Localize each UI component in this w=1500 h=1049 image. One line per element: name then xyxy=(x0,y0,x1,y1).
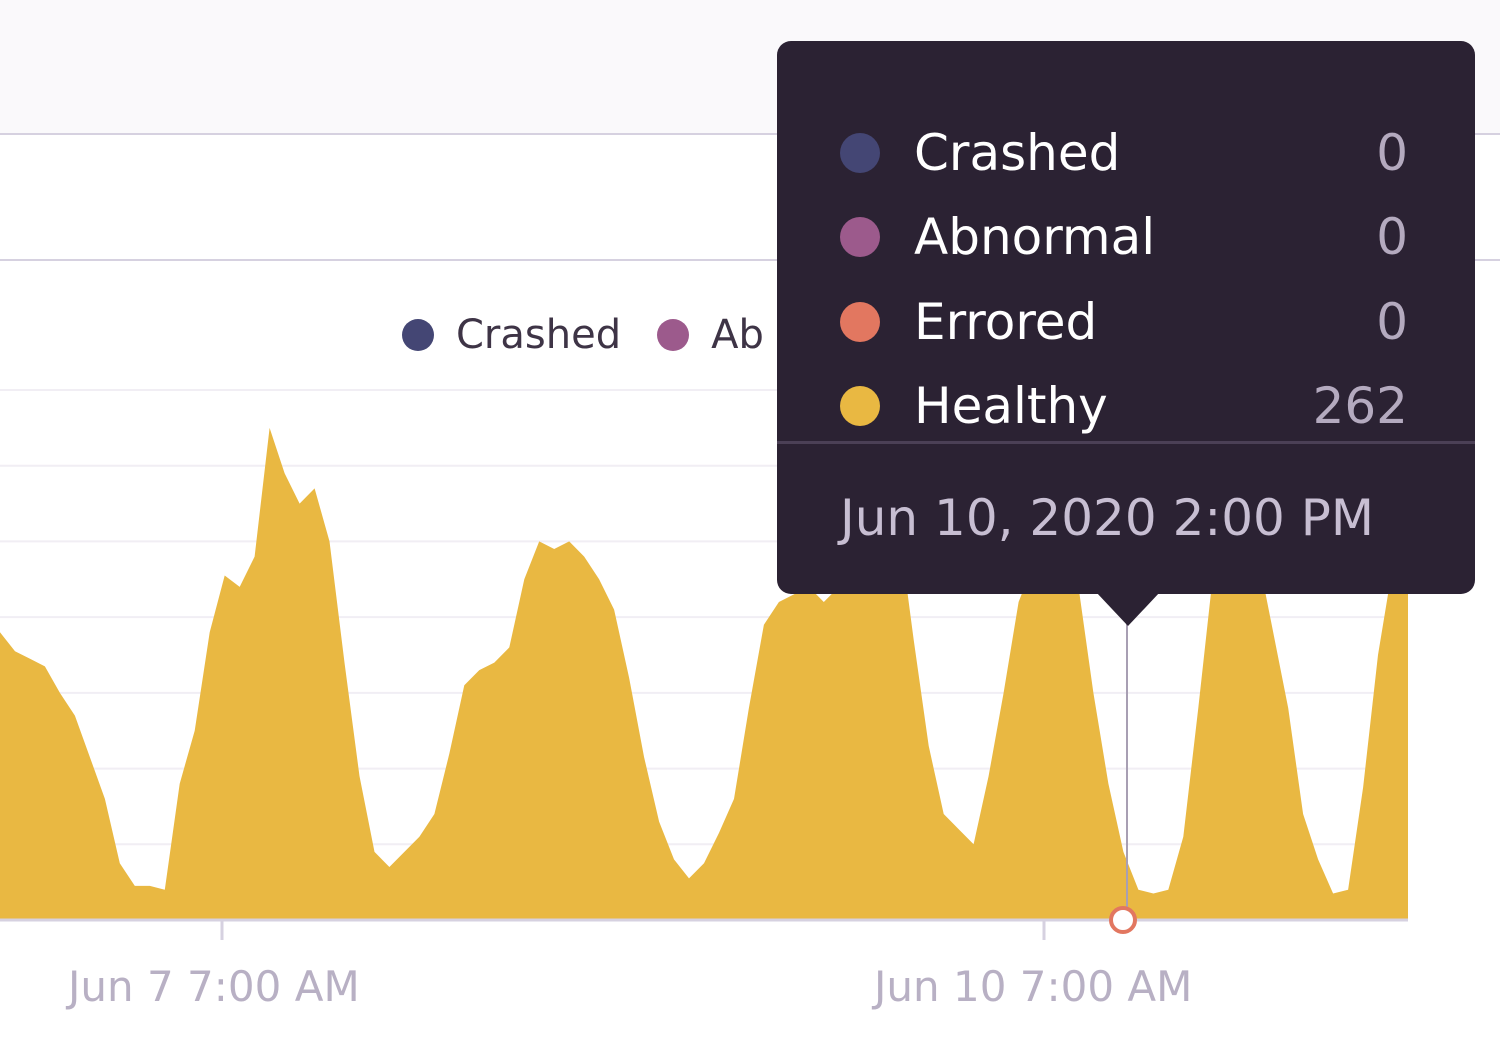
chart-legend: Crashed Ab xyxy=(402,310,800,360)
x-axis xyxy=(0,918,1408,940)
hover-point xyxy=(1109,906,1137,934)
tooltip-value-errored: 0 xyxy=(1376,293,1408,351)
tooltip-row-abnormal: Abnormal 0 xyxy=(840,207,1408,267)
x-tick-label-jun7: Jun 7 7:00 AM xyxy=(68,962,360,1011)
errored-dot-icon xyxy=(840,302,880,342)
hover-indicator xyxy=(1109,620,1137,934)
chart-tooltip: Crashed 0 Abnormal 0 Errored 0 Healthy 2… xyxy=(777,41,1475,594)
tooltip-label-abnormal: Abnormal xyxy=(914,208,1156,266)
healthy-series-area[interactable] xyxy=(0,420,1408,920)
crashed-legend-dot-icon xyxy=(402,319,434,351)
tooltip-label-crashed: Crashed xyxy=(914,124,1121,182)
abnormal-legend-dot-icon xyxy=(657,319,690,351)
tooltip-value-healthy: 262 xyxy=(1312,377,1408,435)
abnormal-dot-icon xyxy=(840,217,880,257)
tooltip-divider xyxy=(777,441,1475,444)
tooltip-value-abnormal: 0 xyxy=(1376,208,1408,266)
tooltip-row-errored: Errored 0 xyxy=(840,292,1408,352)
legend-label-crashed: Crashed xyxy=(456,312,622,358)
tooltip-label-healthy: Healthy xyxy=(914,377,1108,435)
crashed-dot-icon xyxy=(840,133,880,173)
legend-label-abnormal: Ab xyxy=(711,312,764,358)
x-tick-label-jun10: Jun 10 7:00 AM xyxy=(874,962,1193,1011)
tooltip-pointer xyxy=(1096,592,1160,626)
tooltip-label-errored: Errored xyxy=(914,293,1098,351)
tooltip-row-healthy: Healthy 262 xyxy=(840,376,1408,436)
tooltip-row-crashed: Crashed 0 xyxy=(840,123,1408,183)
chart-series xyxy=(0,420,1408,920)
tooltip-value-crashed: 0 xyxy=(1376,124,1408,182)
healthy-dot-icon xyxy=(840,386,880,426)
legend-item-abnormal[interactable]: Ab xyxy=(657,312,764,358)
legend-item-crashed[interactable]: Crashed xyxy=(402,312,621,358)
tooltip-date: Jun 10, 2020 2:00 PM xyxy=(840,489,1375,547)
